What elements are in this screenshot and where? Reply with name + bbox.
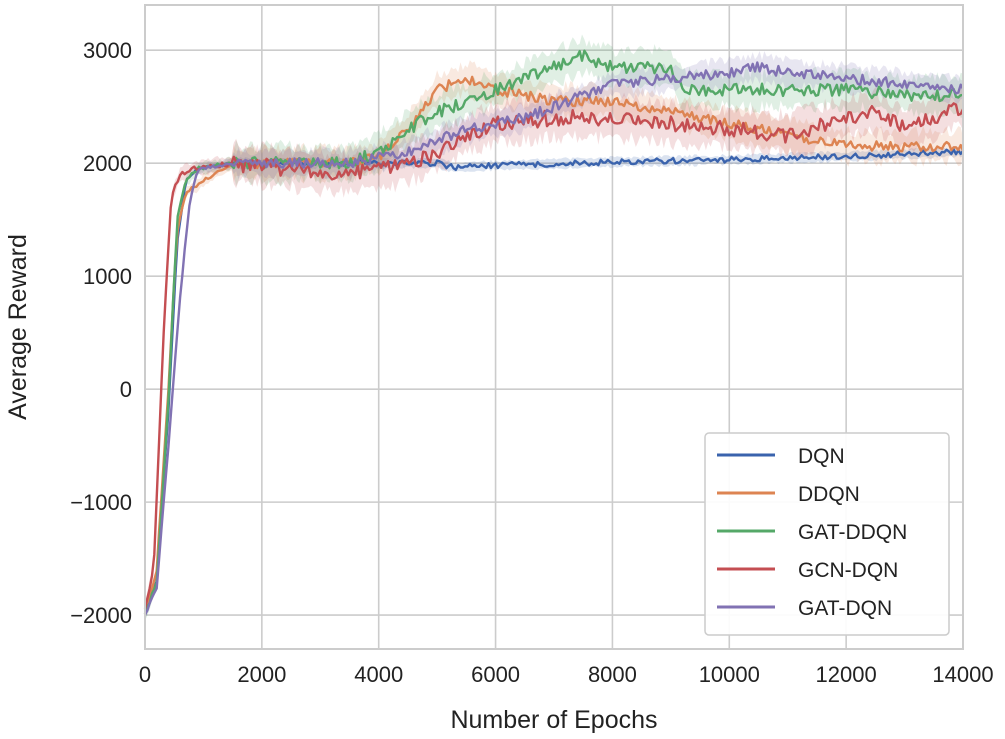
grid	[144, 5, 964, 649]
series-gat-dqn	[143, 61, 965, 616]
y-tick-label: 0	[120, 377, 132, 402]
legend: DQN DDQN GAT-DDQN GCN-DQN GAT-DQN	[704, 432, 950, 636]
x-tick-label: 4000	[354, 662, 403, 687]
y-tick-label: −2000	[70, 603, 132, 628]
legend-box	[704, 432, 950, 636]
x-tick-label: 2000	[237, 662, 286, 687]
series-dqn	[143, 148, 964, 615]
x-tick-label: 10000	[699, 662, 760, 687]
x-tick-label: 14000	[932, 662, 993, 687]
series-lines	[143, 49, 965, 616]
plot-frame	[144, 4, 964, 650]
legend-label: GAT-DQN	[798, 597, 892, 620]
y-tick-label: 2000	[83, 151, 132, 176]
x-tick-label: 8000	[588, 662, 637, 687]
legend-label: GCN-DQN	[798, 559, 898, 582]
series-gat-ddqn	[143, 49, 964, 615]
series-gcn-dqn	[143, 102, 965, 609]
x-axis-label: Number of Epochs	[450, 706, 657, 734]
y-tick-label: −1000	[70, 490, 132, 515]
band-gat-ddqn	[145, 34, 963, 621]
x-tick-label: 6000	[471, 662, 520, 687]
confidence-bands	[145, 34, 963, 621]
y-axis-ticks: −2000 −1000 0 1000 2000 3000	[70, 38, 132, 628]
y-tick-label: 1000	[83, 264, 132, 289]
x-tick-label: 0	[139, 662, 151, 687]
legend-label: DQN	[798, 445, 845, 468]
x-tick-label: 12000	[816, 662, 877, 687]
x-axis-ticks: 0 2000 4000 6000 8000 10000 12000 14000	[139, 662, 994, 687]
legend-label: GAT-DDQN	[798, 521, 907, 544]
y-tick-label: 3000	[83, 38, 132, 63]
y-axis-label: Average Reward	[4, 234, 32, 420]
legend-label: DDQN	[798, 483, 860, 506]
